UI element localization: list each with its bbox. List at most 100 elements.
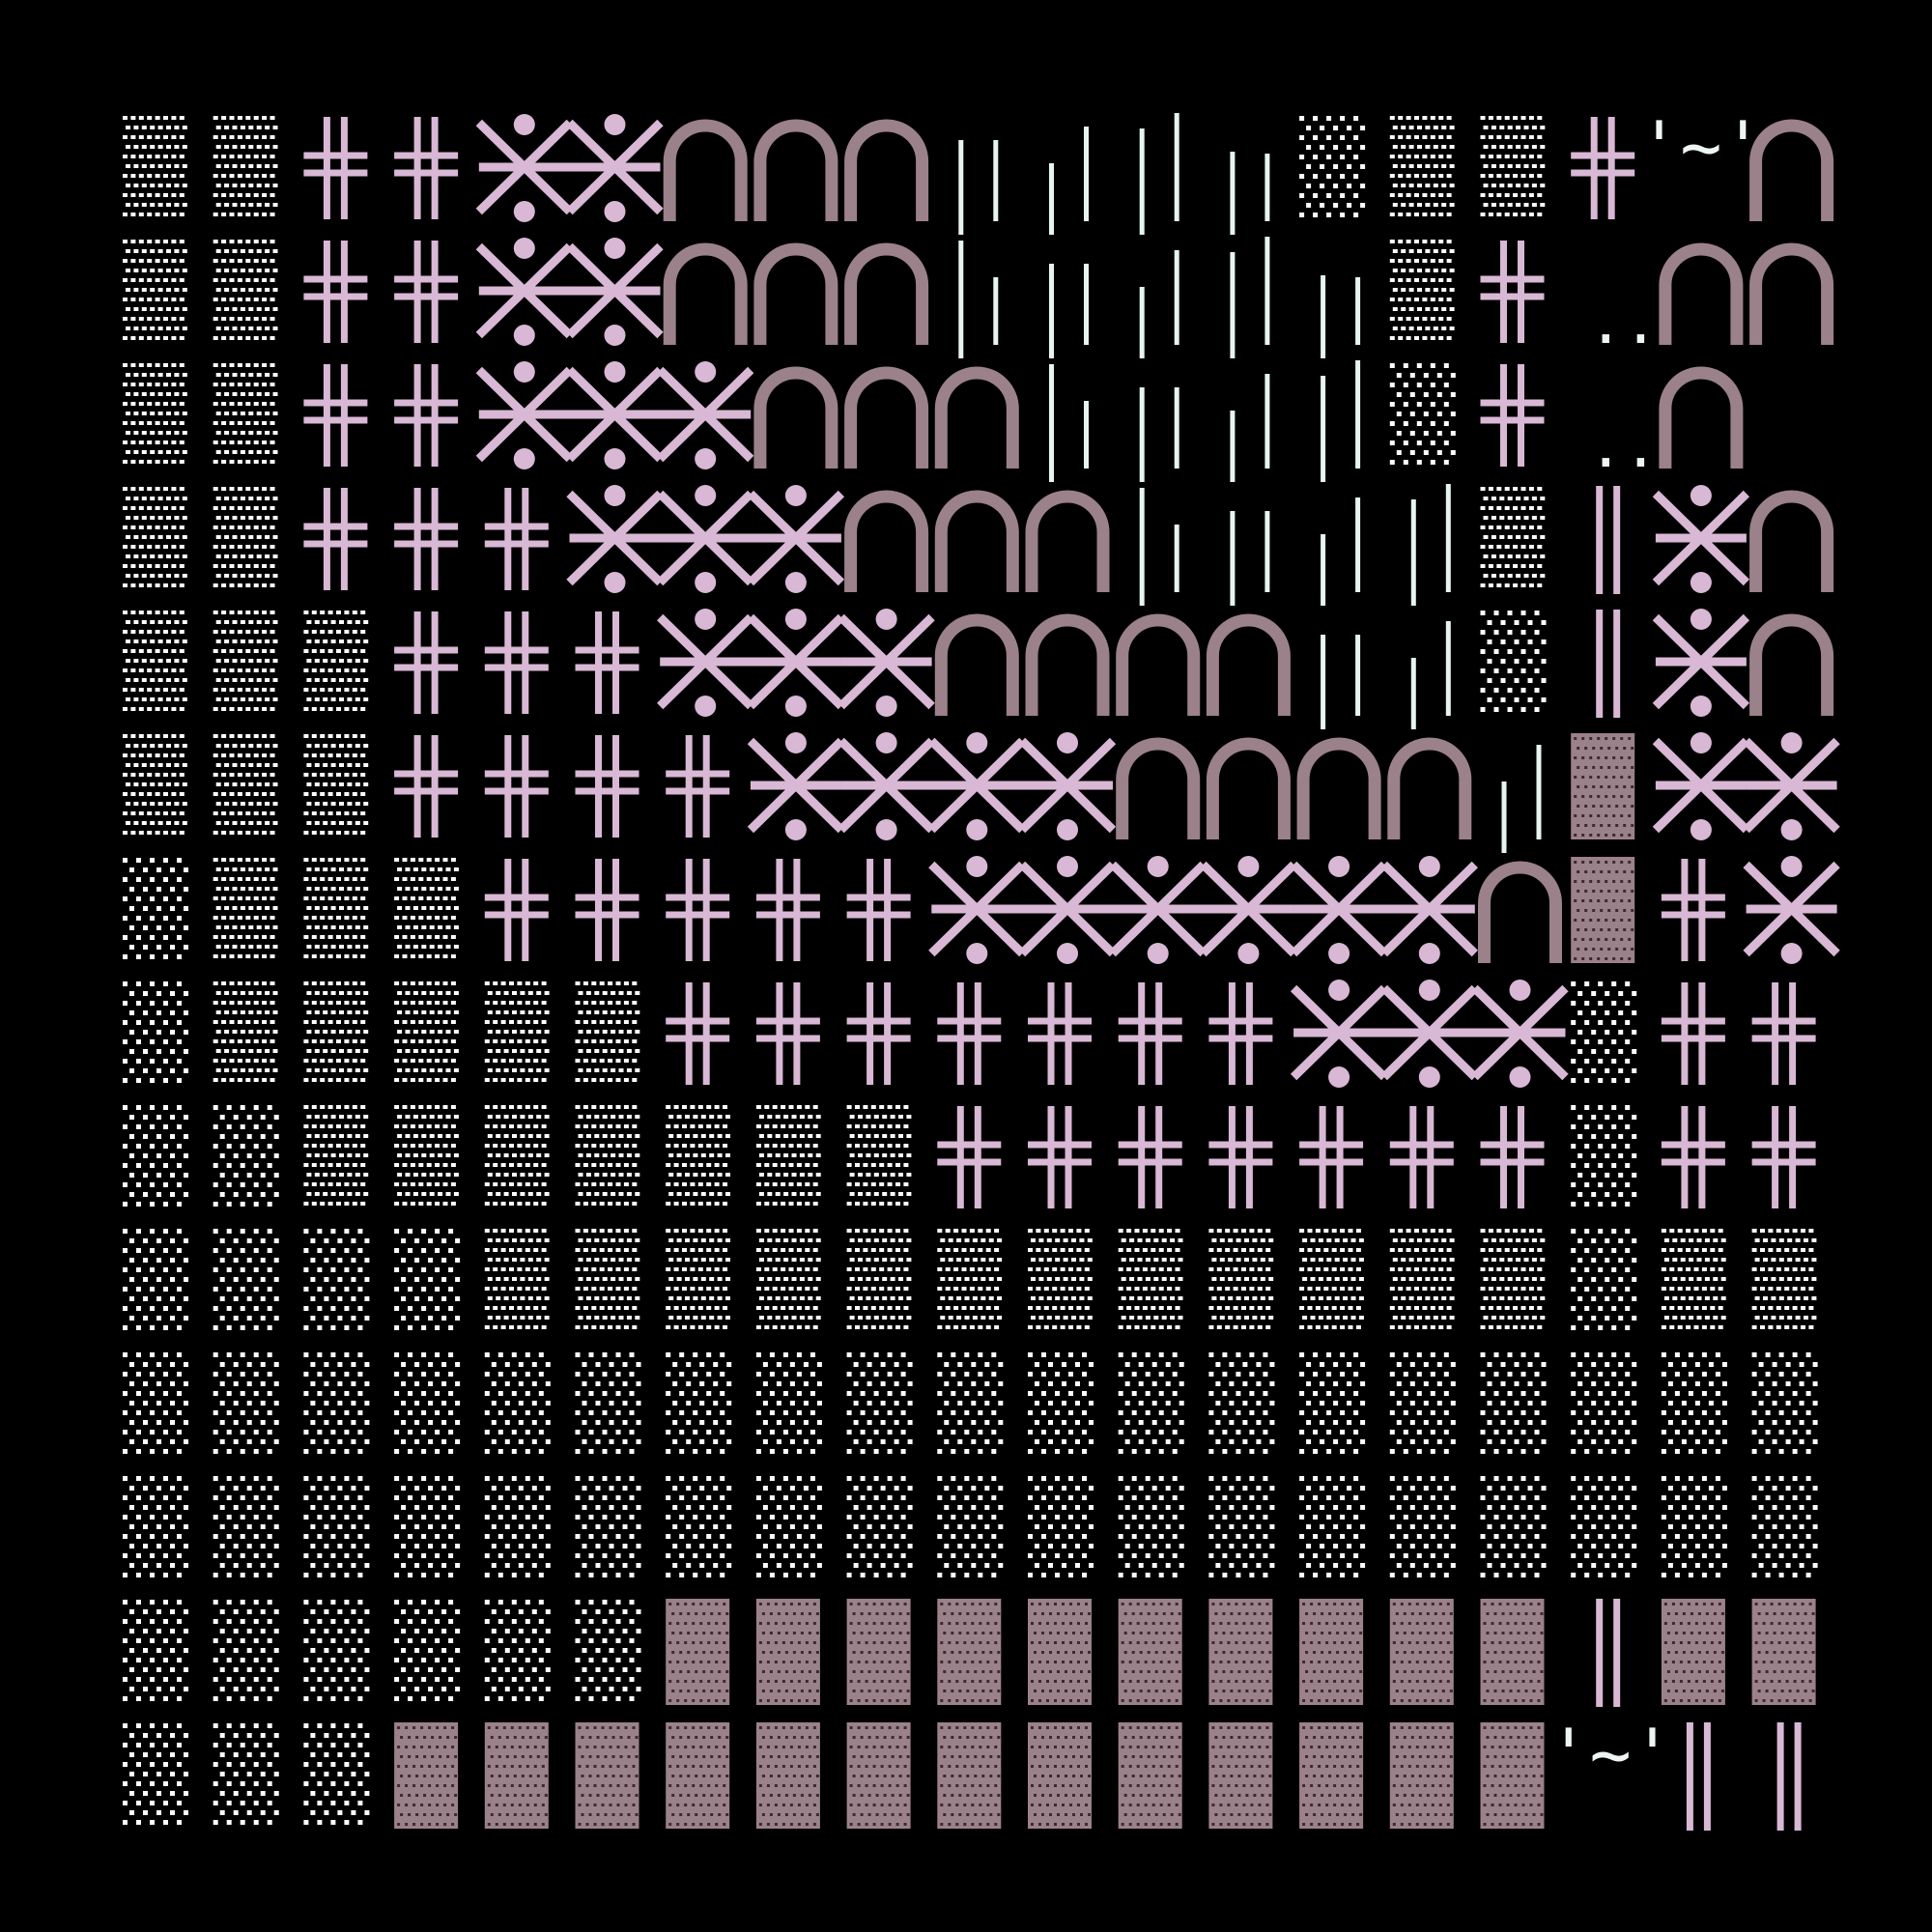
dense-dot	[626, 1010, 632, 1014]
block-dot	[1623, 909, 1627, 912]
sparse-dot	[1625, 1202, 1631, 1207]
block-dot	[1597, 814, 1601, 817]
x-dot	[513, 361, 535, 383]
dense-dot	[141, 697, 147, 701]
dense-dot	[213, 421, 218, 425]
dense-dot	[685, 1192, 690, 1196]
dense-dot	[1087, 1258, 1093, 1262]
dense-dot	[138, 383, 144, 386]
dense-dot	[155, 773, 160, 777]
dense-dot	[788, 1287, 794, 1291]
dense-dot	[303, 773, 309, 777]
sparse-dot	[136, 877, 141, 882]
dense-dot	[352, 877, 357, 881]
dense-dot	[232, 145, 238, 149]
dense-dot	[1052, 1306, 1058, 1310]
dense-dot	[450, 1182, 456, 1186]
dense-dot	[155, 402, 160, 406]
tile	[484, 611, 549, 714]
mint-line	[1084, 401, 1089, 469]
dense-dot	[1513, 526, 1519, 529]
dense-dot	[541, 1182, 547, 1186]
dense-dot	[956, 1258, 962, 1262]
dense-dot	[682, 1124, 687, 1128]
dense-dot	[723, 1248, 727, 1252]
dense-dot	[253, 383, 259, 386]
dense-dot	[418, 935, 424, 939]
dense-dot	[405, 1030, 411, 1034]
dense-dot	[969, 1325, 975, 1329]
dense-dot	[890, 1296, 895, 1300]
dense-dot	[327, 1124, 333, 1128]
dense-dot	[706, 1287, 712, 1291]
dense-dot	[450, 858, 456, 862]
dense-dot	[248, 697, 254, 701]
x-dot	[513, 238, 535, 259]
dense-dot	[141, 802, 147, 806]
dense-dot	[133, 307, 139, 311]
dense-dot	[344, 981, 350, 985]
dense-dot	[248, 906, 254, 910]
block-dot	[1612, 814, 1616, 817]
dense-dot	[265, 574, 270, 578]
sparse-dot	[267, 1306, 272, 1311]
tile	[1028, 1106, 1092, 1208]
dense-dot	[1422, 259, 1428, 263]
block-dot	[1592, 928, 1596, 931]
dense-dot	[402, 1039, 408, 1043]
dense-dot	[147, 506, 153, 510]
dense-dot	[179, 734, 185, 738]
dense-dot	[347, 620, 353, 624]
dense-dot	[182, 373, 187, 377]
block-dot	[1631, 805, 1634, 808]
dense-dot	[126, 516, 130, 520]
sparse-dot	[1625, 1001, 1631, 1006]
sparse-dot	[1333, 126, 1339, 130]
block-dot	[1589, 938, 1593, 941]
block-dot	[1628, 919, 1632, 922]
dense-dot	[412, 1192, 418, 1196]
dense-dot	[311, 668, 317, 672]
arch	[844, 366, 929, 469]
dense-dot	[690, 1105, 696, 1109]
dense-dot	[879, 1287, 885, 1291]
dense-dot	[1483, 574, 1489, 578]
tile	[303, 734, 369, 835]
sparse-dot	[170, 925, 175, 930]
dense-dot	[163, 278, 168, 282]
dense-dot	[166, 184, 171, 187]
dense-dot	[668, 1192, 674, 1196]
dense-dot	[363, 1030, 369, 1034]
tile	[1571, 117, 1635, 219]
dense-dot	[303, 1163, 309, 1167]
dense-dot	[525, 1202, 530, 1206]
dense-dot	[213, 193, 218, 197]
dense-dot	[1480, 583, 1486, 587]
dense-dot	[171, 155, 177, 158]
sparse-dot	[1353, 193, 1359, 198]
dense-dot	[453, 887, 459, 891]
dense-dot	[229, 734, 235, 738]
block-dot	[1577, 747, 1580, 750]
dense-dot	[846, 1105, 852, 1109]
dense-dot	[237, 896, 242, 900]
dense-dot	[808, 1296, 813, 1300]
dense-dot	[585, 1049, 591, 1053]
dense-dot	[895, 1202, 900, 1206]
dense-dot	[363, 697, 369, 701]
sparse-dot	[1625, 1078, 1631, 1083]
dense-dot	[520, 1010, 526, 1014]
tile	[1208, 1106, 1273, 1208]
dense-dot	[138, 440, 144, 444]
dense-dot	[213, 174, 218, 178]
dense-dot	[270, 526, 275, 529]
tile	[844, 366, 929, 469]
sparse-dot	[253, 1229, 259, 1234]
block-dot	[1574, 834, 1577, 837]
dense-dot	[623, 1182, 629, 1186]
sparse-dot	[1313, 116, 1319, 121]
dense-dot	[248, 431, 254, 435]
dense-dot	[123, 487, 128, 491]
dense-dot	[879, 1105, 885, 1109]
dense-dot	[339, 867, 344, 871]
